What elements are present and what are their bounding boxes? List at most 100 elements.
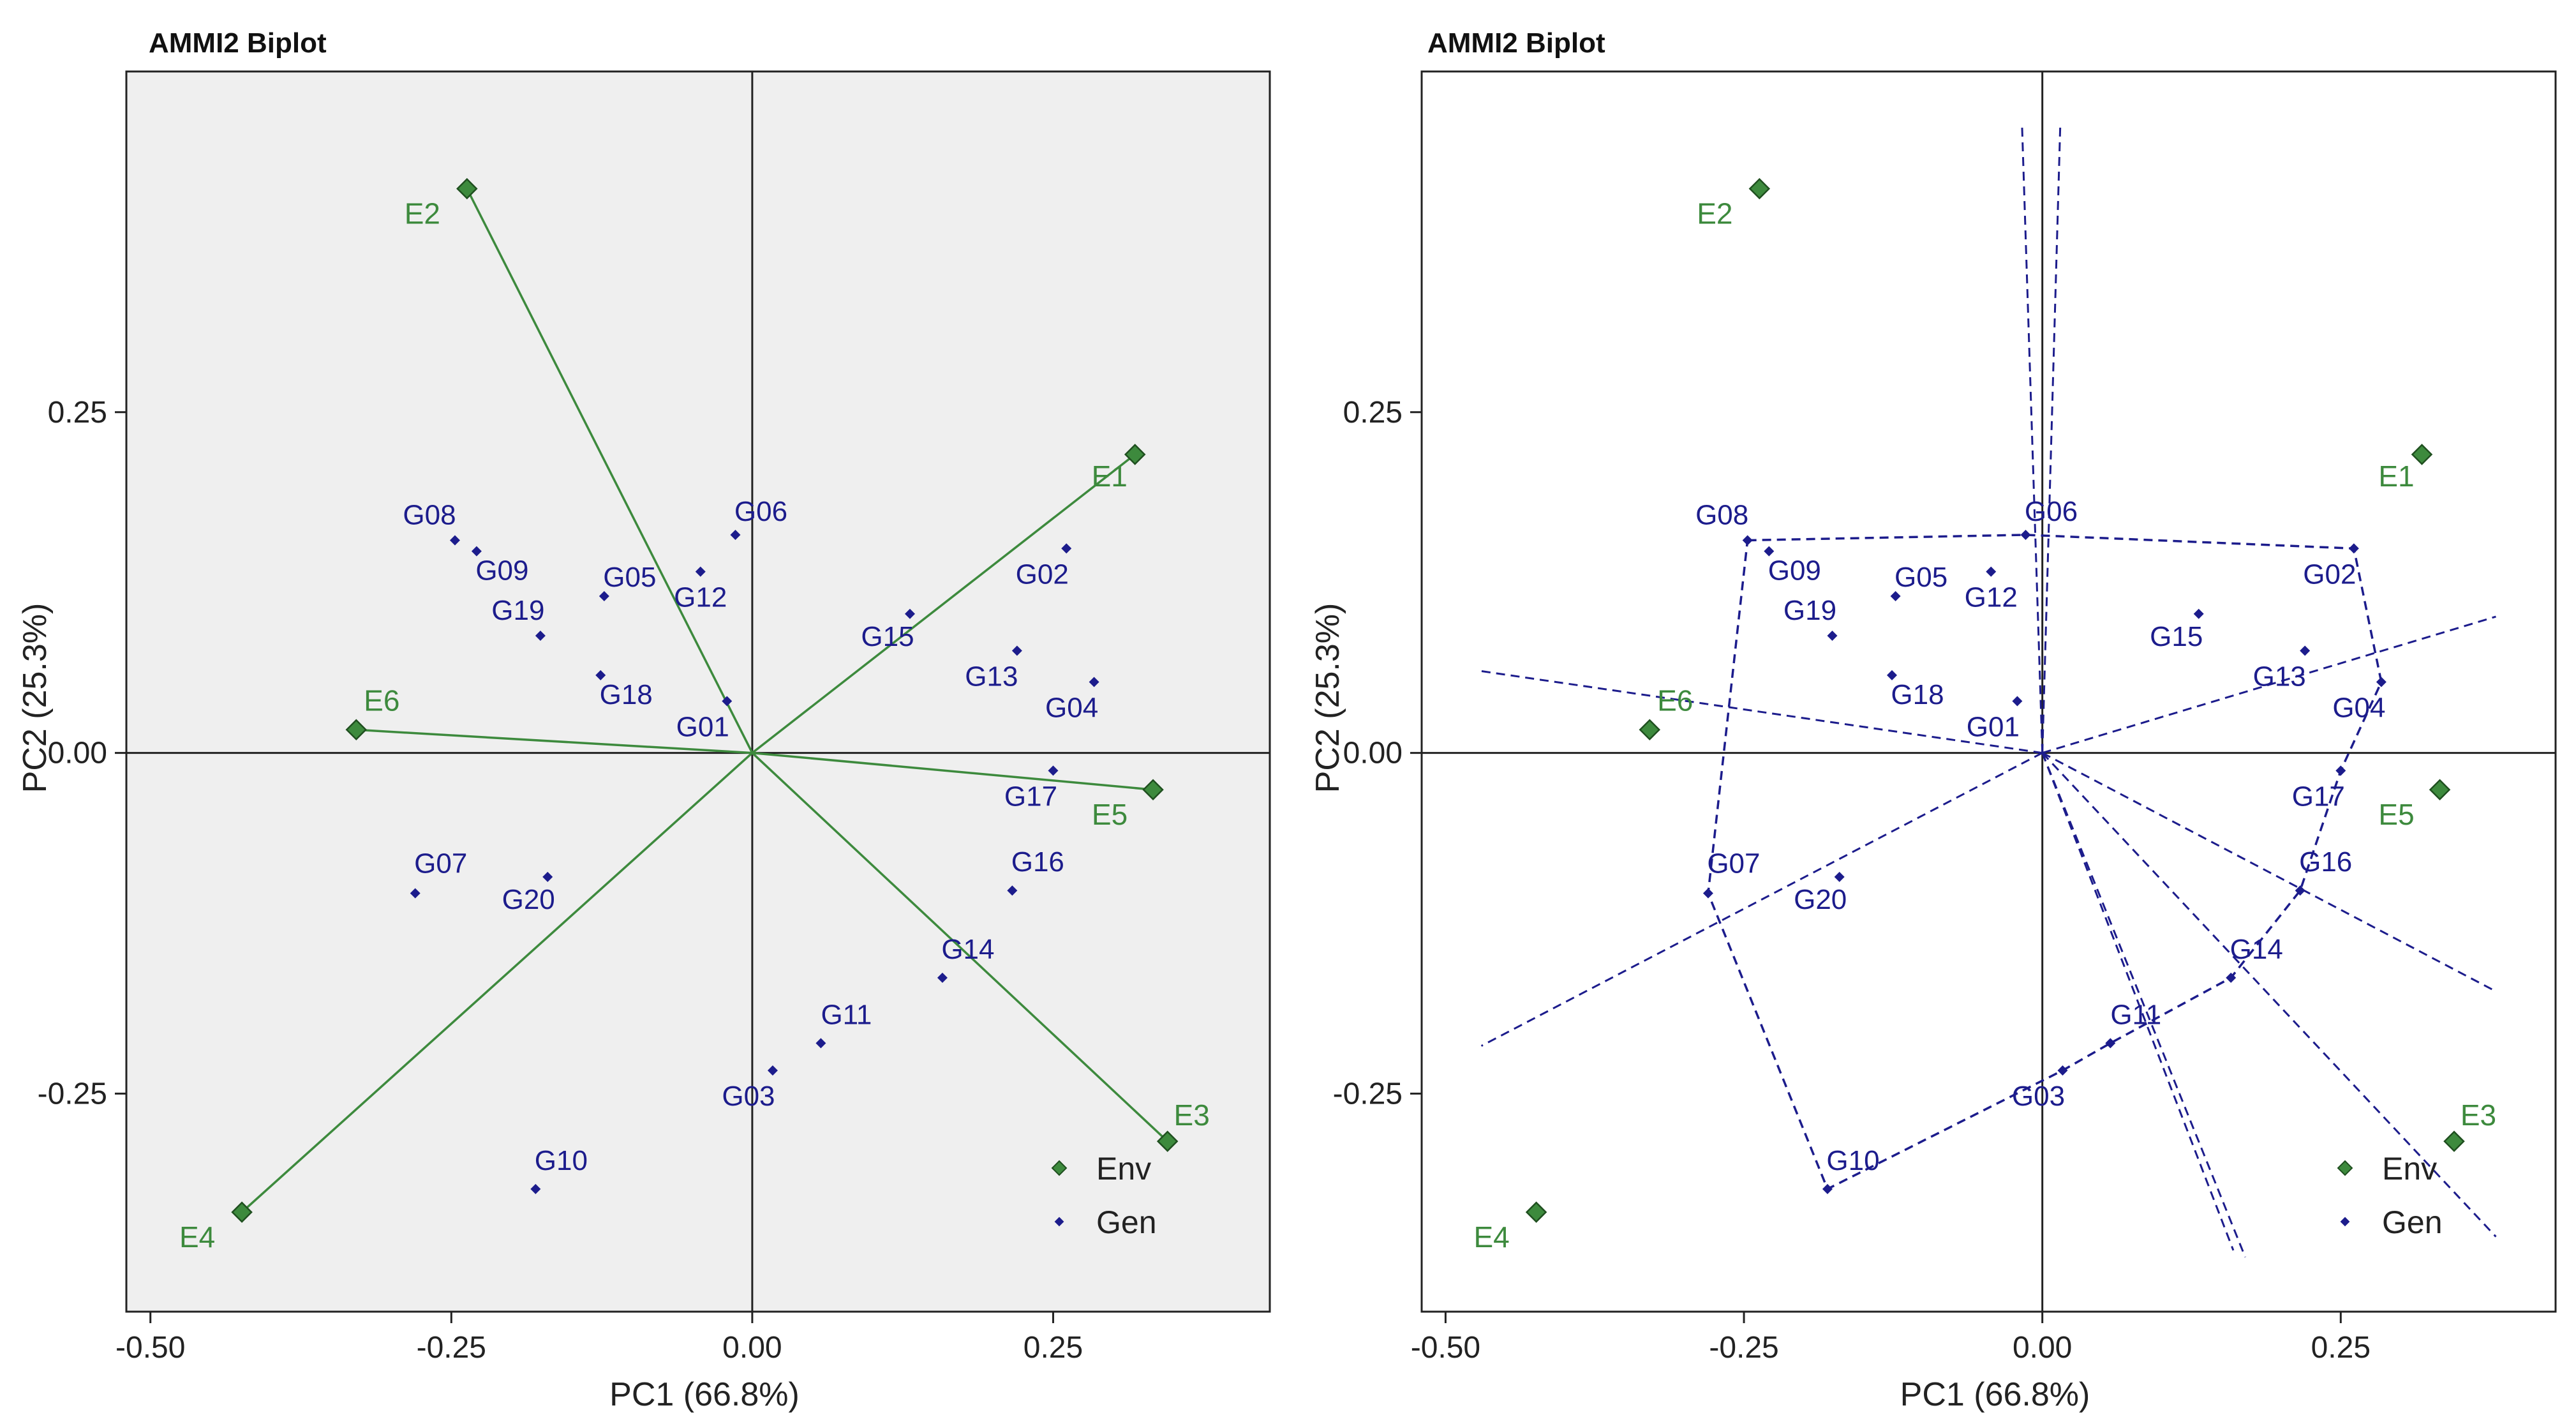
gen-label: G16: [1011, 846, 1064, 878]
gen-label: G13: [965, 661, 1018, 692]
gen-label: G09: [475, 555, 528, 587]
gen-label: G02: [1016, 558, 1069, 590]
x-tick-label: -0.50: [1411, 1331, 1480, 1365]
y-axis-label: PC2 (25.3%): [17, 603, 54, 793]
chart-title: AMMI2 Biplot: [149, 27, 327, 59]
gen-point-g01: [722, 696, 733, 707]
env-label: E5: [1092, 798, 1128, 831]
env-label: E4: [179, 1220, 215, 1254]
env-point-e3: [2443, 1130, 2465, 1152]
env-vector-e2: [466, 188, 754, 754]
sector-line: [2041, 752, 2497, 993]
gen-point-g10: [1822, 1183, 1833, 1194]
gen-label: G01: [1967, 711, 2020, 742]
env-vector-e4: [241, 752, 754, 1213]
gen-point-g02: [1061, 543, 1072, 554]
gen-point-g02: [2348, 543, 2359, 554]
gen-point-g12: [695, 566, 706, 577]
gen-point-g07: [1702, 888, 1713, 899]
legend: Env Gen: [1051, 1151, 1157, 1240]
gen-point-g05: [1890, 591, 1901, 602]
sector-line: [2041, 752, 2497, 1238]
env-label: E3: [2461, 1098, 2496, 1132]
gen-label: G07: [414, 848, 467, 880]
gen-label: G18: [1891, 679, 1944, 710]
legend-marker: [2337, 1160, 2353, 1176]
gen-point-g16: [2295, 885, 2305, 896]
legend-entry: Gen: [2382, 1204, 2443, 1240]
gen-point-g19: [1827, 630, 1838, 641]
sector-line: [2021, 126, 2044, 753]
x-tick-label: 0.25: [2311, 1331, 2371, 1365]
gen-point-g04: [2376, 677, 2386, 687]
gen-point-g08: [449, 535, 460, 546]
env-vector-e3: [751, 752, 1168, 1143]
gen-label: G20: [502, 884, 555, 915]
y-tick-label: -0.25: [1333, 1077, 1403, 1111]
gen-point-g01: [2012, 696, 2023, 707]
legend: Env Gen: [2337, 1151, 2443, 1240]
gen-label: G20: [1794, 884, 1847, 915]
gen-label: G04: [1045, 693, 1098, 724]
env-point-e5: [2429, 779, 2451, 800]
plot-area: [125, 70, 1271, 1313]
env-point-e2: [456, 177, 478, 200]
gen-point-g07: [410, 888, 421, 899]
env-point-e1: [1124, 444, 1146, 465]
gen-point-g17: [2335, 765, 2346, 776]
gen-label: G12: [1965, 582, 2018, 613]
plot-area: [1420, 70, 2557, 1313]
env-label: E5: [2378, 798, 2414, 831]
env-vector-e1: [751, 453, 1136, 754]
gen-point-g12: [1986, 566, 1997, 577]
gen-label: G01: [676, 711, 729, 742]
gen-label: G15: [861, 621, 914, 652]
gen-point-g09: [471, 546, 482, 557]
sector-line: [2041, 753, 2235, 1251]
env-point-e4: [1525, 1201, 1547, 1223]
gen-label: G15: [2150, 621, 2203, 652]
gen-label: G06: [734, 496, 787, 527]
gen-point-g15: [2193, 608, 2204, 619]
env-label: E3: [1174, 1098, 1210, 1132]
gen-point-g13: [2300, 645, 2311, 656]
y-tick-label: -0.25: [38, 1077, 107, 1111]
gen-label: G17: [1004, 781, 1057, 812]
x-tick-label: -0.50: [115, 1331, 185, 1365]
env-label: E6: [364, 684, 399, 717]
gen-point-g05: [599, 591, 609, 602]
gen-point-g18: [595, 670, 606, 680]
gen-point-g11: [815, 1038, 826, 1049]
gen-label: G10: [535, 1145, 588, 1176]
y-axis-label: PC2 (25.3%): [1309, 603, 1346, 793]
sector-line: [1481, 670, 2043, 754]
gen-point-g17: [1048, 765, 1059, 776]
biplot-panel-left: AMMI2 Biplot -0.50 -0.25 0.00 0.25 -0.25 0.00 0…: [17, 27, 1271, 1413]
gen-point-g20: [542, 871, 553, 882]
env-label: E2: [1697, 197, 1732, 230]
x-tick-label: -0.25: [1709, 1331, 1778, 1365]
env-label: E1: [2378, 460, 2414, 493]
gen-point-g14: [937, 972, 948, 983]
x-tick-label: -0.25: [417, 1331, 486, 1365]
y-tick-label: 0.25: [1343, 396, 1403, 430]
gen-label: G08: [403, 499, 456, 530]
gen-point-g04: [1089, 677, 1099, 687]
gen-point-g16: [1007, 885, 1018, 896]
y-tick-label: 0.25: [48, 396, 107, 430]
sector-line: [2042, 615, 2496, 754]
env-point-e3: [1156, 1130, 1179, 1152]
gen-label: G03: [2012, 1081, 2065, 1112]
env-label: E1: [1092, 460, 1128, 493]
gen-point-g09: [1764, 546, 1775, 557]
polygon-hull: [1707, 534, 2383, 1191]
gen-point-g06: [730, 529, 741, 540]
env-label: E2: [405, 197, 440, 230]
gen-label: G11: [2110, 999, 2161, 1030]
legend-entry: Env: [1096, 1151, 1151, 1187]
gen-point-g18: [1886, 670, 1897, 680]
gen-label: G19: [491, 595, 544, 626]
y-tick-label: 0.00: [1343, 737, 1403, 770]
gen-label: G08: [1695, 499, 1748, 530]
gen-label: G13: [2253, 661, 2306, 692]
